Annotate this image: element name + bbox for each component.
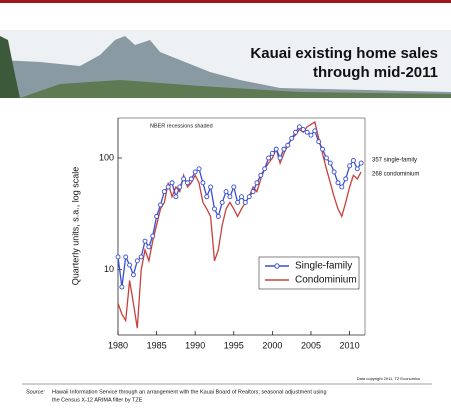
top-rule (0, 0, 451, 3)
annotation: NBER recessions shaded (150, 123, 213, 129)
point (185, 181, 189, 185)
point (286, 143, 290, 147)
y-axis-label: Quarterly units, s.a., log scale (70, 167, 80, 286)
point (174, 195, 178, 199)
point (120, 285, 124, 289)
point (340, 185, 344, 189)
point (220, 200, 224, 204)
point (216, 214, 220, 218)
point (224, 190, 228, 194)
slide: Kauai existing home sales through mid-20… (0, 0, 451, 410)
point (162, 190, 166, 194)
point (166, 185, 170, 189)
point (274, 147, 278, 151)
source-text: Hawaii Information Service through an ar… (52, 389, 327, 395)
y-tick-label: 100 (99, 152, 114, 162)
point (124, 255, 128, 259)
point (309, 133, 313, 137)
point (158, 203, 162, 207)
point (313, 129, 317, 133)
point (240, 195, 244, 199)
point (278, 156, 282, 160)
x-tick-label: 1990 (185, 340, 205, 350)
point (355, 167, 359, 171)
point (135, 259, 139, 263)
point (170, 181, 174, 185)
point (236, 200, 240, 204)
title-line: Kauai existing home sales (250, 45, 438, 62)
source-text: the Census X-12 ARIMA filter by TZE (52, 397, 143, 403)
point (359, 161, 363, 165)
point (294, 130, 298, 134)
x-tick-label: 2005 (301, 340, 321, 350)
title-line: through mid-2011 (313, 64, 438, 81)
legend-label: Condominium (295, 275, 357, 286)
x-tick-label: 1995 (224, 340, 244, 350)
point (201, 181, 205, 185)
point (139, 255, 143, 259)
point (189, 177, 193, 181)
x-tick-label: 1985 (147, 340, 167, 350)
point (305, 130, 309, 134)
point (247, 195, 251, 199)
point (147, 245, 151, 249)
legend-label: Single-family (295, 261, 352, 272)
point (151, 234, 155, 238)
annotation: 357 single-family (372, 158, 417, 164)
point (282, 147, 286, 151)
point (131, 273, 135, 277)
point (328, 161, 332, 165)
point (178, 185, 182, 189)
point (143, 239, 147, 243)
point (297, 125, 301, 129)
point (317, 140, 321, 144)
point (116, 255, 120, 259)
point (259, 173, 263, 177)
point (348, 164, 352, 168)
point (290, 136, 294, 140)
point (255, 181, 259, 185)
point (193, 170, 197, 174)
x-tick-label: 2000 (262, 340, 282, 350)
annotation: 268 condominium (372, 172, 419, 178)
point (336, 181, 340, 185)
point (155, 214, 159, 218)
point (128, 263, 132, 267)
x-tick-label: 2010 (340, 340, 360, 350)
point (232, 185, 236, 189)
y-tick-label: 10 (104, 264, 114, 274)
point (182, 177, 186, 181)
point (267, 156, 271, 160)
point (263, 167, 267, 171)
point (251, 190, 255, 194)
point (205, 195, 209, 199)
point (197, 167, 201, 171)
point (243, 200, 247, 204)
point (351, 158, 355, 162)
copyright: Data copyright 2011, TZ Economics (357, 376, 420, 381)
point (301, 127, 305, 131)
point (228, 195, 232, 199)
point (321, 147, 325, 151)
point (209, 185, 213, 189)
source-label: Source: (26, 389, 45, 395)
point (344, 177, 348, 181)
x-tick-label: 1980 (108, 340, 128, 350)
point (324, 156, 328, 160)
point (270, 151, 274, 155)
point (212, 207, 216, 211)
legend-marker (275, 264, 279, 268)
point (332, 170, 336, 174)
